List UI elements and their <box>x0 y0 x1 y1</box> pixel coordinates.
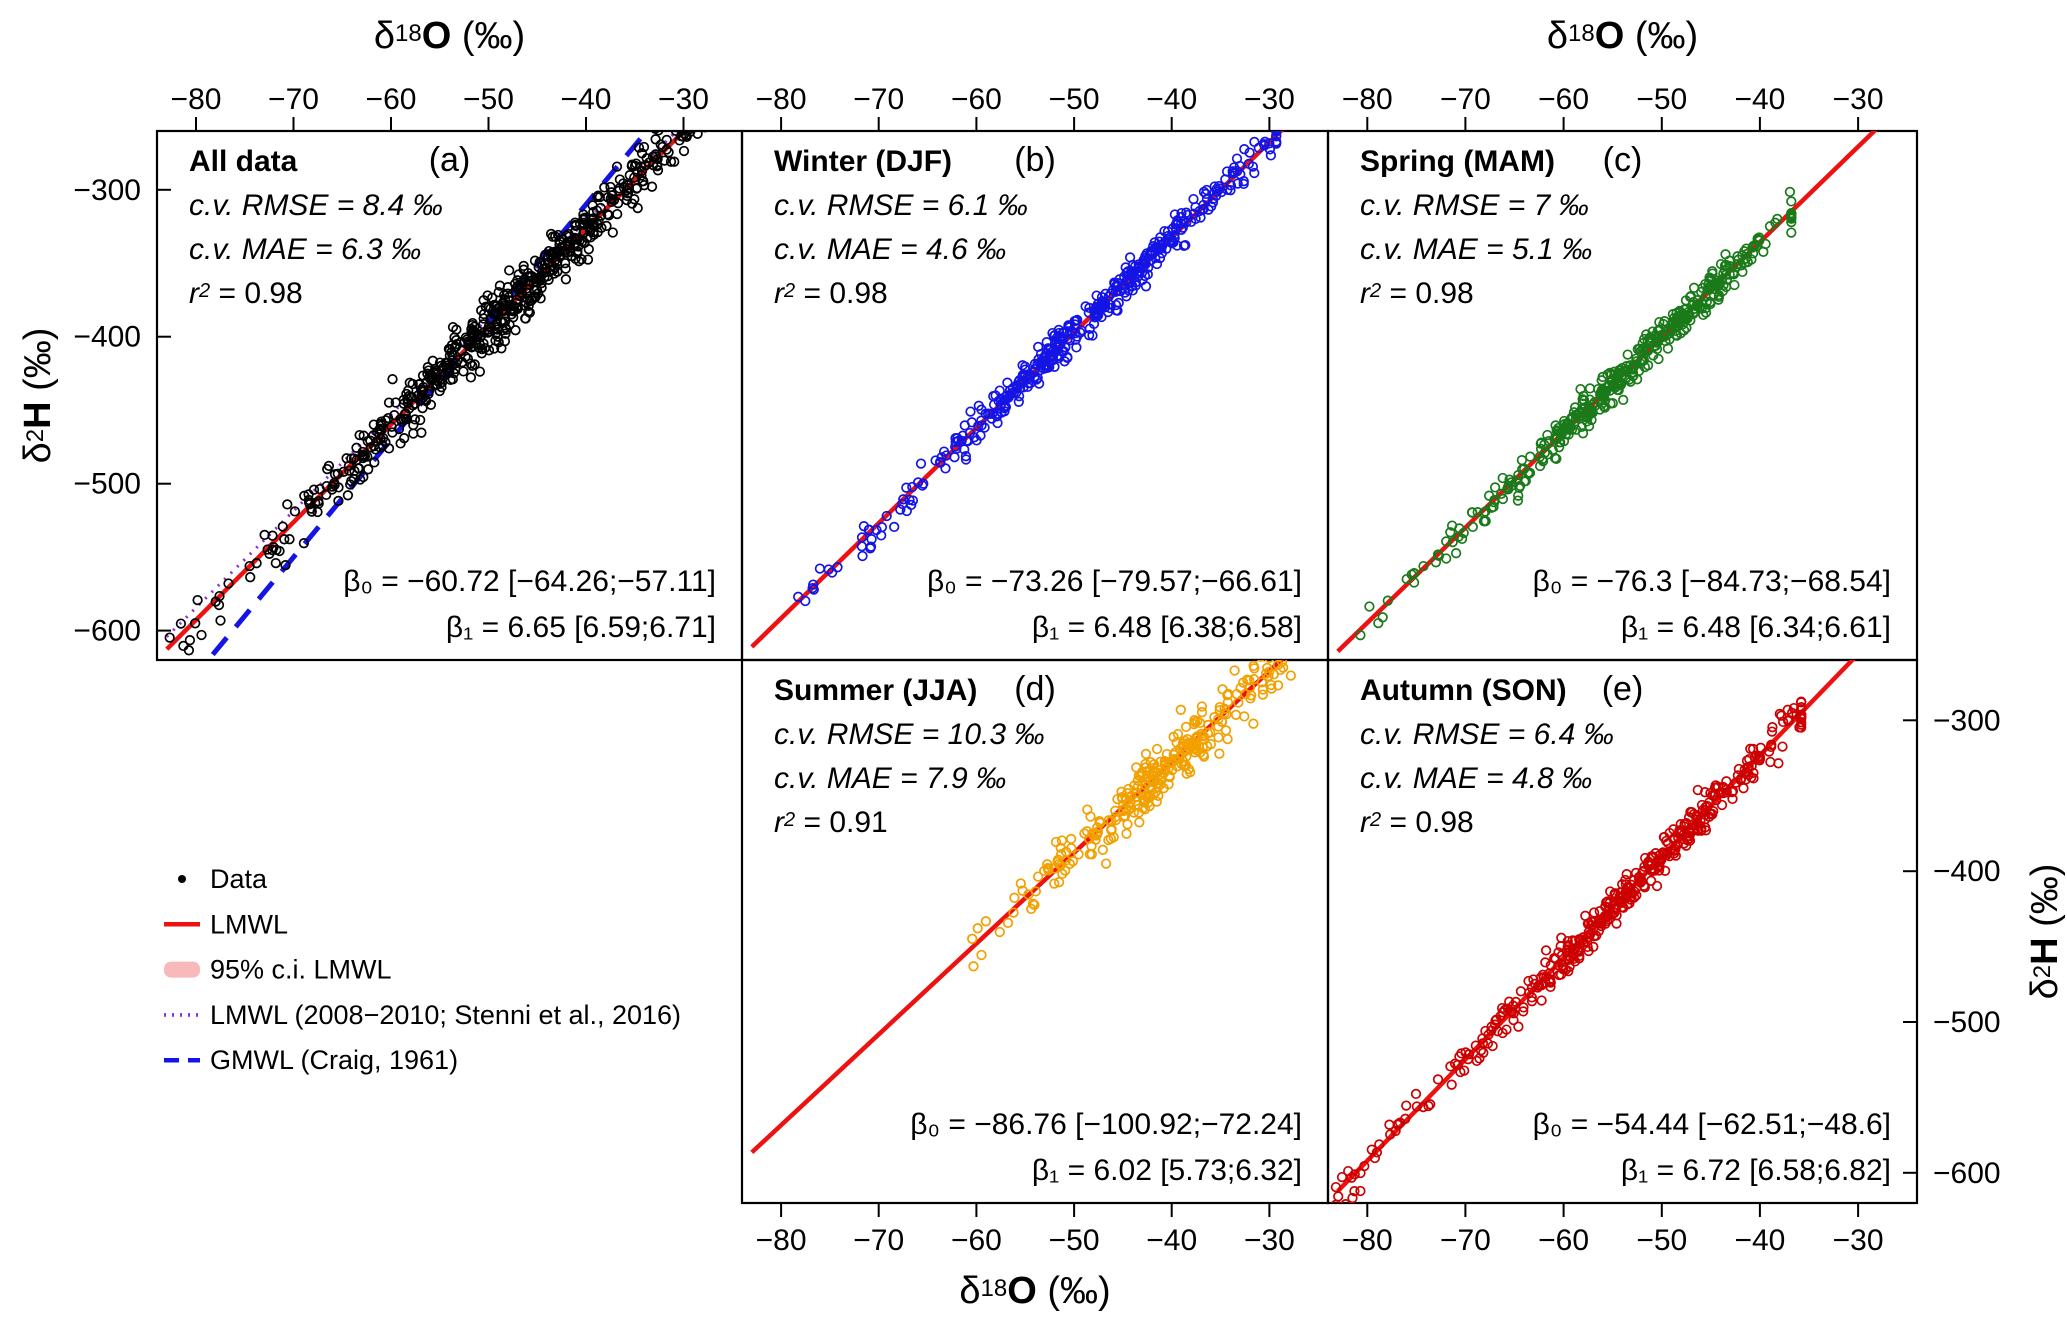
svg-text:c.v. RMSE = 6.1 ‰: c.v. RMSE = 6.1 ‰ <box>774 189 1028 222</box>
svg-text:−500: −500 <box>1933 1006 2001 1039</box>
svg-text:c.v. MAE = 6.3 ‰: c.v. MAE = 6.3 ‰ <box>189 233 421 266</box>
svg-text:β₁ = 6.48 [6.38;6.58]: β₁ = 6.48 [6.38;6.58] <box>1032 611 1302 644</box>
svg-text:(c): (c) <box>1603 141 1643 179</box>
svg-text:−60: −60 <box>951 1224 1002 1257</box>
svg-text:β₀ = −73.26 [−79.57;−66.61]: β₀ = −73.26 [−79.57;−66.61] <box>927 565 1302 598</box>
svg-text:−70: −70 <box>1440 83 1491 116</box>
svg-text:−80: −80 <box>1342 1224 1393 1257</box>
svg-text:−30: −30 <box>1244 1224 1295 1257</box>
svg-text:δ2H (‰): δ2H (‰) <box>17 328 59 464</box>
svg-text:β₀ = −60.72 [−64.26;−57.11]: β₀ = −60.72 [−64.26;−57.11] <box>343 565 716 598</box>
svg-text:β₀ = −76.3 [−84.73;−68.54]: β₀ = −76.3 [−84.73;−68.54] <box>1533 565 1891 598</box>
svg-text:δ2H (‰): δ2H (‰) <box>2024 864 2066 1000</box>
svg-text:GMWL (Craig, 1961): GMWL (Craig, 1961) <box>210 1045 458 1075</box>
svg-text:−70: −70 <box>853 83 904 116</box>
svg-text:Autumn (SON): Autumn (SON) <box>1360 674 1567 707</box>
svg-text:−70: −70 <box>1440 1224 1491 1257</box>
svg-text:All data: All data <box>189 145 298 178</box>
svg-text:c.v. MAE = 4.6 ‰: c.v. MAE = 4.6 ‰ <box>774 233 1006 266</box>
svg-text:−300: −300 <box>1933 704 2001 737</box>
svg-text:−50: −50 <box>1049 1224 1100 1257</box>
svg-text:−30: −30 <box>658 83 709 116</box>
svg-text:Winter (DJF): Winter (DJF) <box>774 145 952 178</box>
svg-text:β₁ = 6.48 [6.34;6.61]: β₁ = 6.48 [6.34;6.61] <box>1621 611 1891 644</box>
svg-text:c.v. MAE = 4.8 ‰: c.v. MAE = 4.8 ‰ <box>1360 762 1592 795</box>
svg-text:LMWL: LMWL <box>210 909 288 939</box>
svg-text:−50: −50 <box>1049 83 1100 116</box>
svg-text:(e): (e) <box>1602 670 1644 708</box>
svg-text:−60: −60 <box>951 83 1002 116</box>
svg-text:−60: −60 <box>1538 1224 1589 1257</box>
svg-text:−50: −50 <box>463 83 514 116</box>
svg-text:−30: −30 <box>1244 83 1295 116</box>
svg-text:−30: −30 <box>1833 1224 1884 1257</box>
svg-text:c.v. RMSE = 10.3 ‰: c.v. RMSE = 10.3 ‰ <box>774 718 1044 751</box>
svg-text:−60: −60 <box>1538 83 1589 116</box>
svg-text:β₁ = 6.72 [6.58;6.82]: β₁ = 6.72 [6.58;6.82] <box>1621 1154 1891 1187</box>
svg-text:(a): (a) <box>429 141 471 179</box>
svg-text:−40: −40 <box>561 83 612 116</box>
svg-text:−600: −600 <box>73 615 141 648</box>
svg-text:β₀ = −86.76 [−100.92;−72.24]: β₀ = −86.76 [−100.92;−72.24] <box>910 1108 1302 1141</box>
svg-text:(b): (b) <box>1014 141 1056 179</box>
svg-text:−400: −400 <box>73 321 141 354</box>
svg-text:95% c.i. LMWL: 95% c.i. LMWL <box>210 955 392 985</box>
svg-text:−40: −40 <box>1734 83 1785 116</box>
svg-text:−30: −30 <box>1833 83 1884 116</box>
svg-text:−40: −40 <box>1146 1224 1197 1257</box>
svg-text:c.v. RMSE = 6.4 ‰: c.v. RMSE = 6.4 ‰ <box>1360 718 1614 751</box>
svg-text:c.v. MAE = 7.9 ‰: c.v. MAE = 7.9 ‰ <box>774 762 1006 795</box>
svg-text:c.v. RMSE = 7 ‰: c.v. RMSE = 7 ‰ <box>1360 189 1589 222</box>
svg-text:−600: −600 <box>1933 1157 2001 1190</box>
svg-text:c.v. MAE = 5.1 ‰: c.v. MAE = 5.1 ‰ <box>1360 233 1592 266</box>
svg-text:−70: −70 <box>853 1224 904 1257</box>
svg-text:β₁ = 6.65 [6.59;6.71]: β₁ = 6.65 [6.59;6.71] <box>446 611 716 644</box>
svg-text:Data: Data <box>210 864 268 894</box>
svg-text:c.v. RMSE = 8.4 ‰: c.v. RMSE = 8.4 ‰ <box>189 189 443 222</box>
svg-text:−80: −80 <box>756 1224 807 1257</box>
svg-text:−80: −80 <box>171 83 222 116</box>
svg-text:Summer (JJA): Summer (JJA) <box>774 674 977 707</box>
svg-text:β₀ = −54.44 [−62.51;−48.6]: β₀ = −54.44 [−62.51;−48.6] <box>1533 1108 1891 1141</box>
svg-text:−50: −50 <box>1636 1224 1687 1257</box>
svg-text:−70: −70 <box>268 83 319 116</box>
svg-text:LMWL (2008−2010; Stenni et al.: LMWL (2008−2010; Stenni et al., 2016) <box>210 1000 681 1030</box>
svg-text:−60: −60 <box>366 83 417 116</box>
svg-text:−40: −40 <box>1146 83 1197 116</box>
svg-text:β₁ = 6.02 [5.73;6.32]: β₁ = 6.02 [5.73;6.32] <box>1032 1154 1302 1187</box>
svg-text:Spring (MAM): Spring (MAM) <box>1360 145 1555 178</box>
svg-text:−400: −400 <box>1933 855 2001 888</box>
svg-text:−50: −50 <box>1636 83 1687 116</box>
svg-text:−500: −500 <box>73 468 141 501</box>
svg-text:−40: −40 <box>1734 1224 1785 1257</box>
svg-text:−80: −80 <box>756 83 807 116</box>
svg-text:(d): (d) <box>1014 670 1056 708</box>
svg-text:−300: −300 <box>73 174 141 207</box>
svg-text:−80: −80 <box>1342 83 1393 116</box>
